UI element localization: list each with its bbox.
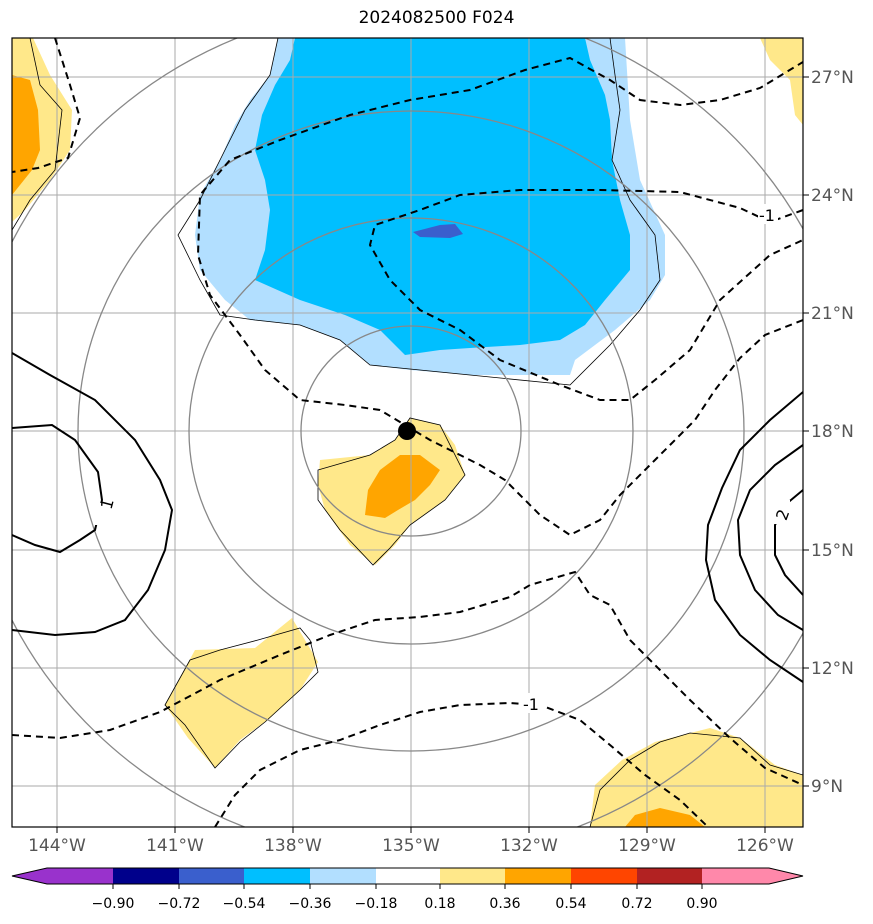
lon-tick-label: 144°W — [28, 836, 86, 856]
latitude-labels: 27°N 24°N 21°N 18°N 15°N 12°N 9°N — [811, 68, 854, 797]
colorbar: −0.90 −0.72 −0.54 −0.36 −0.18 0.18 0.36 … — [11, 867, 804, 912]
colorbar-segment — [637, 868, 702, 884]
map-plot-area: -1 -1 1 2 — [12, 38, 803, 827]
lon-tick-label: 135°W — [382, 836, 440, 856]
colorbar-tick-label: 0.72 — [621, 896, 652, 912]
colorbar-segment — [244, 868, 310, 884]
colorbar-tick-label: −0.72 — [158, 896, 201, 912]
colorbar-tick-label: 0.54 — [555, 896, 586, 912]
colorbar-extend-low — [12, 868, 47, 884]
map-frame — [11, 37, 804, 828]
colorbar-segment — [310, 868, 376, 884]
lat-tick-label: 12°N — [811, 659, 854, 679]
colorbar-tick-label: 0.90 — [686, 896, 717, 912]
lat-tick-label: 21°N — [811, 304, 854, 324]
colorbar-outline — [11, 867, 804, 885]
lon-tick-label: 126°W — [736, 836, 794, 856]
storm-center-marker — [398, 422, 416, 440]
positive-shading — [12, 38, 803, 827]
colorbar-segment — [376, 868, 440, 884]
colorbar-segment — [179, 868, 244, 884]
lat-tick-label: 9°N — [811, 777, 843, 797]
colorbar-segment — [571, 868, 637, 884]
colorbar-segment — [113, 868, 179, 884]
lat-tick-label: 15°N — [811, 541, 854, 561]
lat-tick-label: 27°N — [811, 68, 854, 88]
colorbar-segment — [505, 868, 571, 884]
lat-tick-label: 24°N — [811, 186, 854, 206]
thin-contours — [12, 38, 803, 827]
colorbar-tick-label: −0.36 — [289, 896, 332, 912]
longitude-labels: 144°W 141°W 138°W 135°W 132°W 129°W 126°… — [28, 836, 794, 856]
range-rings — [12, 38, 803, 827]
colorbar-tick-label: −0.54 — [223, 896, 266, 912]
lon-tick-label: 129°W — [618, 836, 676, 856]
colorbar-segment — [440, 868, 505, 884]
negative-contours — [12, 38, 803, 827]
lon-tick-label: 141°W — [146, 836, 204, 856]
colorbar-extend-high — [769, 868, 803, 884]
map-title: 2024082500 F024 — [358, 8, 515, 28]
colorbar-tick-label: 0.36 — [489, 896, 520, 912]
colorbar-segment — [47, 868, 113, 884]
lon-tick-label: 132°W — [500, 836, 558, 856]
lat-tick-label: 18°N — [811, 422, 854, 442]
axis-ticks — [56, 76, 809, 833]
colorbar-segment — [702, 868, 769, 884]
colorbar-tick-label: −0.18 — [355, 896, 398, 912]
contour-label: -1 — [523, 695, 539, 714]
contour-labels: -1 -1 1 2 — [94, 204, 793, 714]
contour-label: 1 — [97, 497, 118, 512]
lon-tick-label: 138°W — [264, 836, 322, 856]
colorbar-tick-label: 0.18 — [424, 896, 455, 912]
colorbar-tick-label: −0.90 — [92, 896, 135, 912]
negative-shading — [195, 38, 665, 375]
contour-label: -1 — [759, 206, 775, 225]
